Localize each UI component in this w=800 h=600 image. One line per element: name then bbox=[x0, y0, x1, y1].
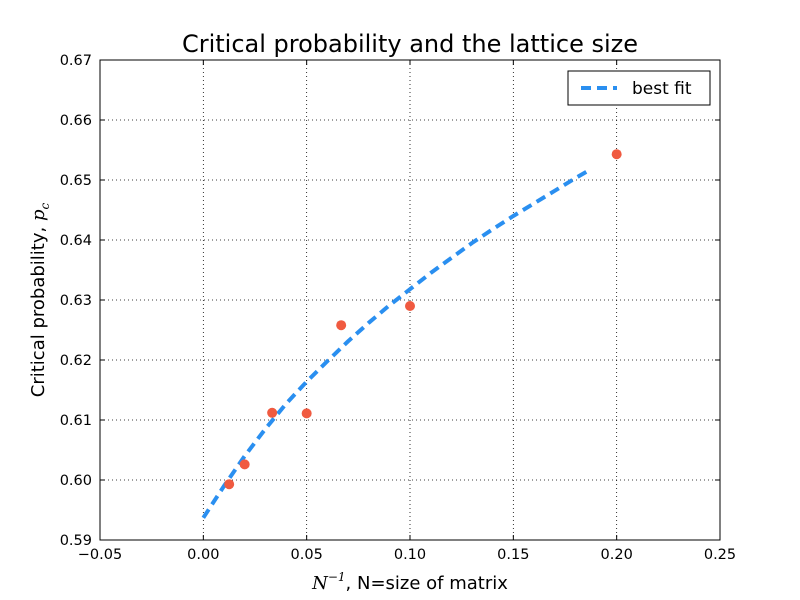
y-tick-label: 0.67 bbox=[60, 53, 92, 69]
best-fit-line bbox=[201, 167, 592, 519]
x-tick-label: 0.10 bbox=[394, 547, 426, 563]
data-point bbox=[301, 408, 312, 419]
y-axis-label: Critical probability, pc bbox=[28, 203, 52, 398]
y-tick-label: 0.66 bbox=[60, 113, 92, 129]
x-tick-label: 0.05 bbox=[291, 547, 323, 563]
chart-title: Critical probability and the lattice siz… bbox=[182, 30, 638, 58]
y-tick-label: 0.61 bbox=[60, 413, 92, 429]
y-tick-label: 0.64 bbox=[60, 233, 92, 249]
data-points-series bbox=[224, 149, 622, 490]
x-tick-labels: −0.05 0.00 0.05 0.10 0.15 0.20 0.25 bbox=[78, 547, 736, 563]
x-tick-label: −0.05 bbox=[78, 547, 122, 563]
data-point bbox=[267, 407, 278, 418]
data-point bbox=[239, 459, 250, 470]
x-axis-label: N−1, N=size of matrix bbox=[311, 570, 508, 594]
x-tick-label: 0.15 bbox=[497, 547, 529, 563]
y-tick-label: 0.59 bbox=[60, 533, 92, 549]
data-point bbox=[224, 479, 235, 490]
x-tick-label: 0.25 bbox=[704, 547, 736, 563]
y-tick-labels: 0.59 0.60 0.61 0.62 0.63 0.64 0.65 0.66 0.67 bbox=[60, 53, 92, 549]
legend-frame bbox=[567, 70, 711, 106]
y-tick-label: 0.63 bbox=[60, 293, 92, 309]
legend-label-best-fit: best fit bbox=[632, 79, 692, 99]
legend: best fit bbox=[567, 70, 711, 106]
y-tick-label: 0.65 bbox=[60, 173, 92, 189]
data-point bbox=[611, 149, 622, 160]
data-point bbox=[336, 320, 347, 331]
best-fit-series bbox=[201, 167, 592, 519]
y-tick-label: 0.62 bbox=[60, 353, 92, 369]
x-tick-label: 0.00 bbox=[187, 547, 219, 563]
y-tick-label: 0.60 bbox=[60, 473, 92, 489]
axis-ticks bbox=[99, 59, 721, 541]
x-tick-label: 0.20 bbox=[601, 547, 633, 563]
data-point bbox=[405, 301, 415, 311]
